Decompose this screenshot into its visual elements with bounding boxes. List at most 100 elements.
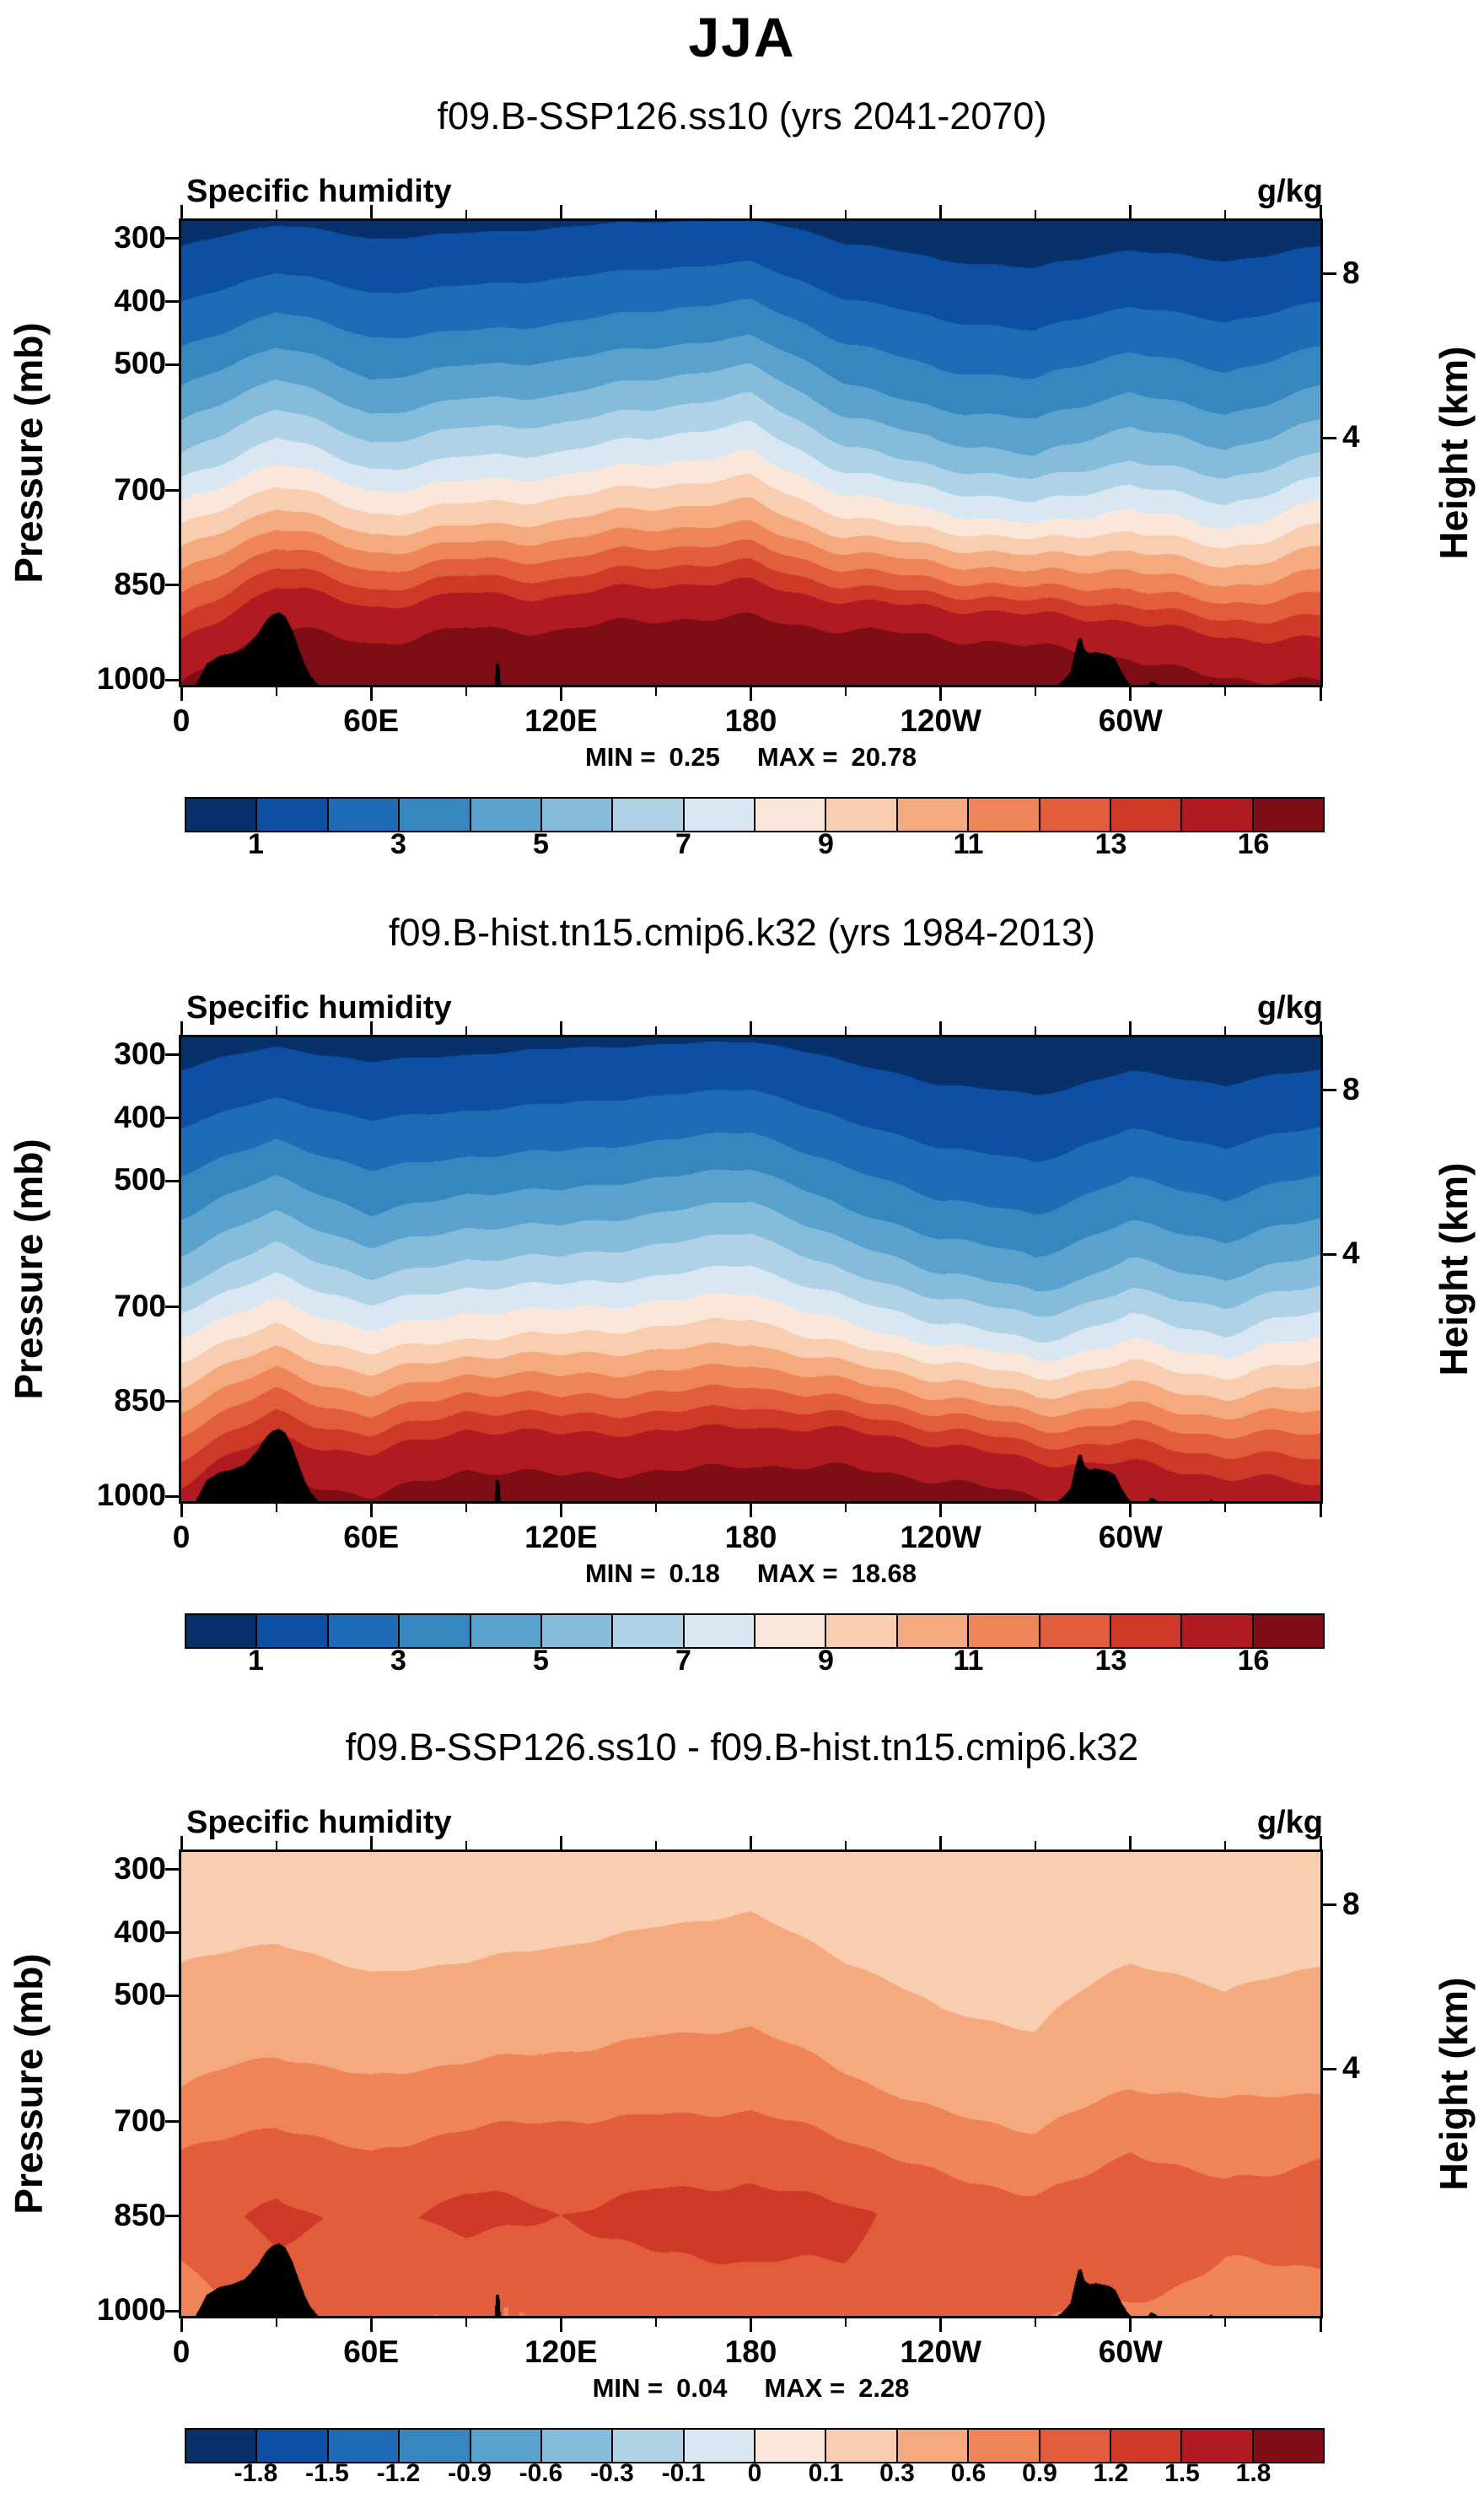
pressure-tick-label: 500 <box>114 1977 166 2012</box>
colorbar-tick-label: 11 <box>953 1645 984 1677</box>
colorbar-tick-label: 1 <box>248 1645 264 1677</box>
axis-tick <box>845 1841 847 1849</box>
figure-title: JJA <box>688 6 796 68</box>
colorbar-segment <box>257 2430 329 2462</box>
axis-tick <box>1035 1841 1037 1849</box>
colorbar-tick-label: -1.5 <box>305 2459 349 2487</box>
axis-tick <box>465 1026 467 1035</box>
axis-tick <box>1319 1836 1322 1849</box>
minmax-stats: MIN = 0.04 MAX = 2.28 <box>179 2373 1323 2404</box>
x-tick-label: 0 <box>172 2334 191 2369</box>
colorbar-segment <box>755 2430 827 2462</box>
plot-area <box>179 1849 1323 2318</box>
axis-tick <box>845 210 847 218</box>
pressure-tick-label: 500 <box>114 1162 166 1198</box>
colorbar-segment <box>897 799 970 831</box>
axis-tick <box>559 687 562 701</box>
axis-tick <box>1224 2318 1227 2327</box>
axis-tick <box>165 1400 179 1403</box>
axis-tick <box>165 2309 179 2312</box>
height-tick-label: 4 <box>1342 1236 1360 1271</box>
max-value: 2.28 <box>858 2373 910 2403</box>
contour-field-canvas <box>181 1852 1320 2316</box>
colorbar-segment <box>613 1615 685 1647</box>
height-tick-label: 8 <box>1342 1071 1360 1106</box>
plot-area <box>179 1035 1323 1504</box>
axis-tick <box>369 1836 373 1849</box>
x-tick-label: 0 <box>172 703 191 738</box>
axis-tick <box>1129 1836 1132 1849</box>
axis-tick <box>1319 1021 1322 1035</box>
colorbar-tick-label: -0.9 <box>448 2459 492 2487</box>
x-tick-label: 0 <box>172 1520 191 1554</box>
axis-tick <box>1035 210 1037 218</box>
axis-tick <box>165 1994 179 1997</box>
axis-tick <box>1323 1252 1336 1256</box>
axis-tick <box>165 237 179 240</box>
axis-tick <box>1224 1026 1227 1035</box>
pressure-tick-label: 400 <box>114 1099 166 1134</box>
axis-tick <box>1319 1504 1322 1517</box>
axis-tick <box>654 687 657 696</box>
max-value: 20.78 <box>851 742 917 772</box>
colorbar-segment <box>186 1615 258 1647</box>
x-tick-label: 120E <box>524 2334 598 2369</box>
colorbar-segment <box>1110 2430 1183 2462</box>
colorbar-tick-label: 7 <box>675 828 691 860</box>
axis-tick <box>465 1841 467 1849</box>
colorbar-tick-label: 3 <box>390 828 406 860</box>
plot-area <box>179 218 1323 687</box>
height-axis-title: Height (km) <box>1432 1977 1476 2191</box>
axis-tick <box>275 1841 277 1849</box>
pressure-tick-label: 300 <box>114 1036 166 1071</box>
colorbar-segment <box>257 1615 329 1647</box>
pressure-axis-title: Pressure (mb) <box>7 1953 51 2215</box>
colorbar-segment <box>400 2430 471 2462</box>
axis-tick <box>1323 1903 1336 1907</box>
axis-tick <box>1319 687 1322 701</box>
colorbar-tick-label: 1.2 <box>1093 2459 1129 2487</box>
colorbar-tick-label: 9 <box>818 1645 834 1677</box>
colorbar-segment <box>186 799 258 831</box>
axis-tick <box>1035 687 1037 696</box>
height-axis-title: Height (km) <box>1432 1162 1476 1376</box>
axis-tick <box>165 678 179 681</box>
colorbar-segment <box>1253 799 1323 831</box>
axis-tick <box>750 1021 752 1035</box>
axis-tick <box>1129 687 1132 701</box>
axis-tick <box>845 2318 847 2327</box>
axis-tick <box>1224 1504 1227 1512</box>
min-value: 0.04 <box>676 2373 728 2403</box>
axis-tick <box>465 2318 467 2327</box>
axis-tick <box>180 2318 183 2332</box>
axis-tick <box>165 1306 179 1309</box>
pressure-axis-title: Pressure (mb) <box>7 1139 51 1400</box>
axis-tick <box>939 205 943 218</box>
colorbar-tick-label: 1.5 <box>1164 2459 1200 2487</box>
axis-tick <box>1129 2318 1132 2332</box>
axis-tick <box>275 1026 277 1035</box>
colorbar-tick-label: 1.8 <box>1235 2459 1272 2487</box>
colorbar-segment <box>1182 2430 1254 2462</box>
field-name-label: Specific humidity <box>186 1805 452 1840</box>
minmax-stats: MIN = 0.25 MAX = 20.78 <box>179 742 1323 773</box>
pressure-tick-label: 300 <box>114 1850 166 1886</box>
axis-tick <box>750 1504 752 1517</box>
axis-tick <box>1129 1504 1132 1517</box>
colorbar <box>185 2428 1325 2463</box>
colorbar-segment <box>969 799 1040 831</box>
colorbar-tick-label: 5 <box>533 1645 549 1677</box>
axis-tick <box>939 2318 943 2332</box>
axis-tick <box>180 205 183 218</box>
height-tick-label: 4 <box>1342 419 1360 455</box>
pressure-tick-label: 500 <box>114 346 166 381</box>
colorbar-tick-label: -0.6 <box>519 2459 563 2487</box>
x-tick-label: 60W <box>1098 1520 1163 1554</box>
axis-tick <box>559 1836 562 1849</box>
axis-tick <box>1035 1026 1037 1035</box>
colorbar-segment <box>470 799 542 831</box>
x-tick-label: 120W <box>900 703 981 738</box>
pressure-tick-label: 850 <box>114 1382 166 1418</box>
